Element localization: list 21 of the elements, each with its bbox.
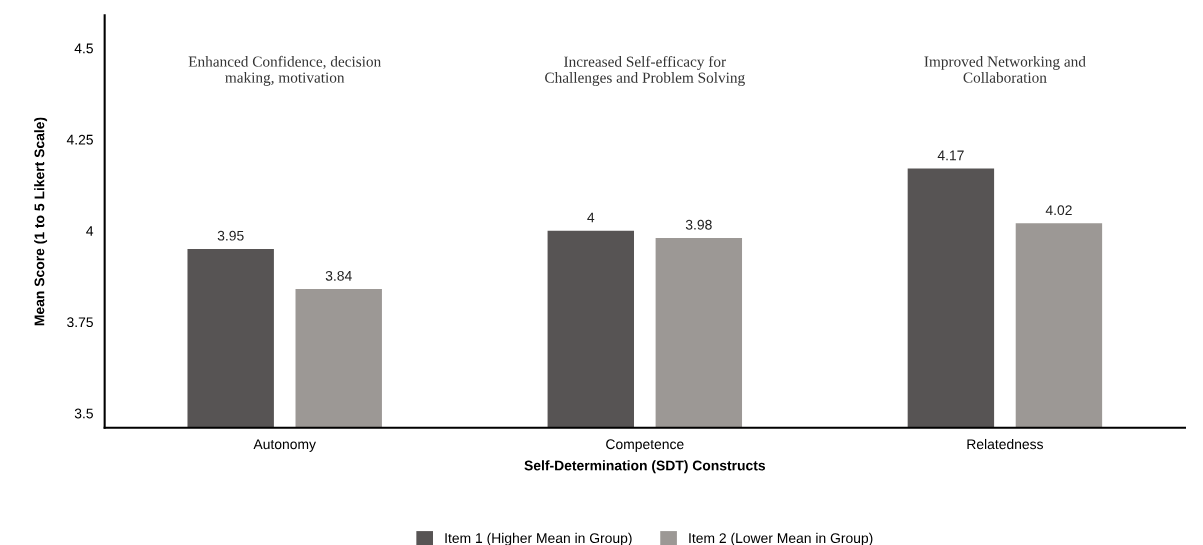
annotation: Improved Networking and Collaboration	[924, 56, 1086, 83]
data-label: 3.84	[325, 270, 352, 281]
x-axis-title: Self-Determination (SDT) Constructs	[524, 460, 766, 474]
y-tick-label: 4.5	[74, 43, 93, 54]
y-tick-label: 3.5	[74, 408, 93, 419]
annotation: Enhanced Confidence, decision making, motivation	[188, 55, 381, 86]
legend-label: Item 2 (Lower Mean in Group)	[689, 532, 873, 545]
y-tick-label: 4.25	[66, 134, 93, 145]
y-axis-title: Mean Score (1 to 5 Likert Scale)	[34, 117, 48, 326]
data-label: 3.95	[217, 230, 244, 241]
y-tick-label: 3.75	[67, 317, 93, 328]
y-tick-label: 4	[86, 226, 94, 236]
legend-label: Item 1 (Higher Mean in Group)	[445, 532, 632, 545]
x-tick-label: Competence	[606, 439, 684, 452]
x-tick-label: Autonomy	[253, 439, 316, 452]
data-label: 4	[587, 212, 595, 223]
data-label: 3.98	[685, 219, 712, 230]
annotation: Increased Self-efficacy for Challenges and Problem Solving	[545, 55, 745, 86]
data-label: 4.17	[937, 150, 964, 161]
x-tick-label: Relatedness	[967, 438, 1044, 450]
data-label: 4.02	[1045, 205, 1072, 216]
